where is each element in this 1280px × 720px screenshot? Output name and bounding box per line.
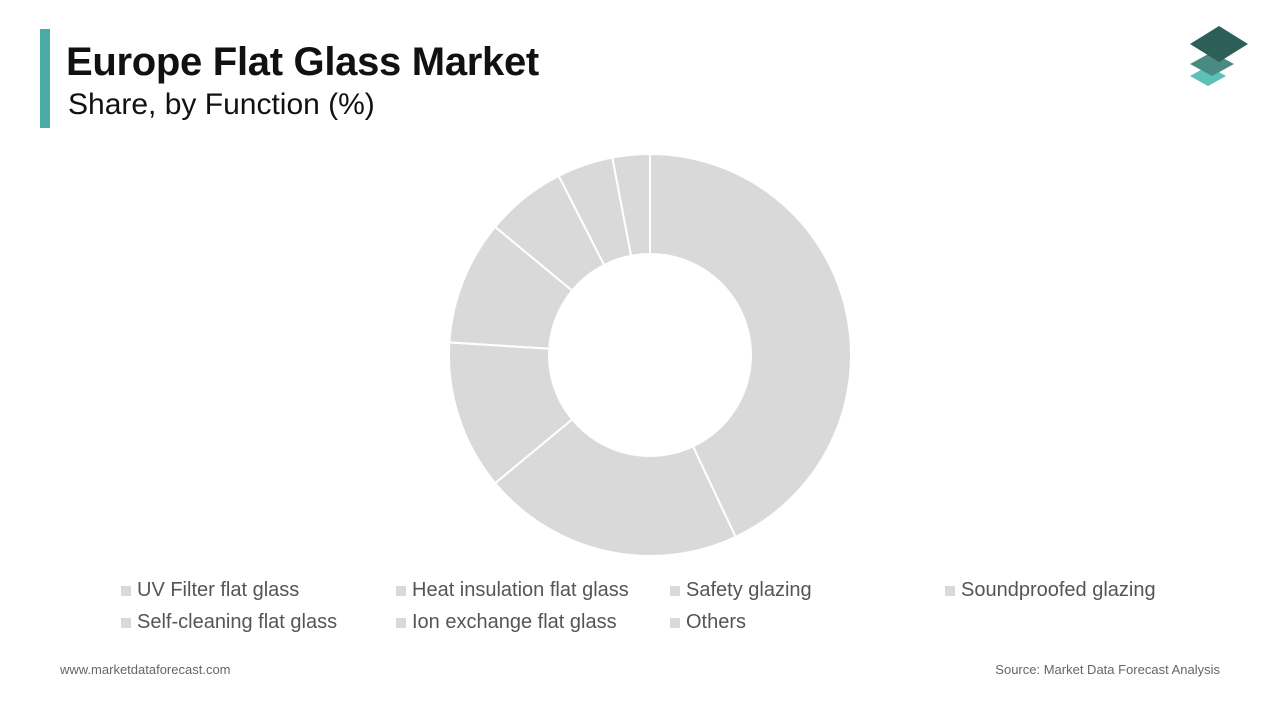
legend-item-ion-exchange: Ion exchange flat glass [396,611,617,634]
legend-label: Others [686,611,747,633]
brand-logo-icon [1190,26,1248,86]
legend-swatch [945,585,955,596]
legend-item-self-cleaning: Self-cleaning flat glass [121,611,337,634]
legend-swatch [121,585,131,596]
legend-label: UV Filter flat glass [137,579,300,601]
legend-label: Safety glazing [686,579,812,601]
page-title: Europe Flat Glass Market [66,40,539,84]
legend-label: Self-cleaning flat glass [137,611,338,633]
legend-item-others: Others [670,611,746,634]
legend-item-uv-filter: UV Filter flat glass [121,579,299,602]
legend-item-safety-glazing: Safety glazing [670,579,812,602]
footer-source: Source: Market Data Forecast Analysis [995,662,1220,677]
donut-slice-uv-filter-flat-glass [649,152,852,539]
legend-item-heat-insulation: Heat insulation flat glass [396,579,629,602]
logo-layer-dark [1190,26,1248,62]
donut-slice-heat-insulation-flat-glass [493,417,737,557]
page-subtitle: Share, by Function (%) [68,88,375,121]
legend-item-soundproofed: Soundproofed glazing [945,579,1156,602]
legend-swatch [396,617,406,628]
legend-label: Heat insulation flat glass [412,579,629,601]
donut-chart [448,152,852,557]
legend-label: Soundproofed glazing [961,579,1156,601]
footer-website[interactable]: www.marketdataforecast.com [60,662,231,677]
legend-label: Ion exchange flat glass [412,611,617,633]
legend-swatch [670,585,680,596]
legend-swatch [396,585,406,596]
donut-slice-others [611,152,651,257]
title-accent-bar [40,29,50,128]
legend-swatch [670,617,680,628]
legend-swatch [121,617,131,628]
donut-slices [448,152,852,557]
